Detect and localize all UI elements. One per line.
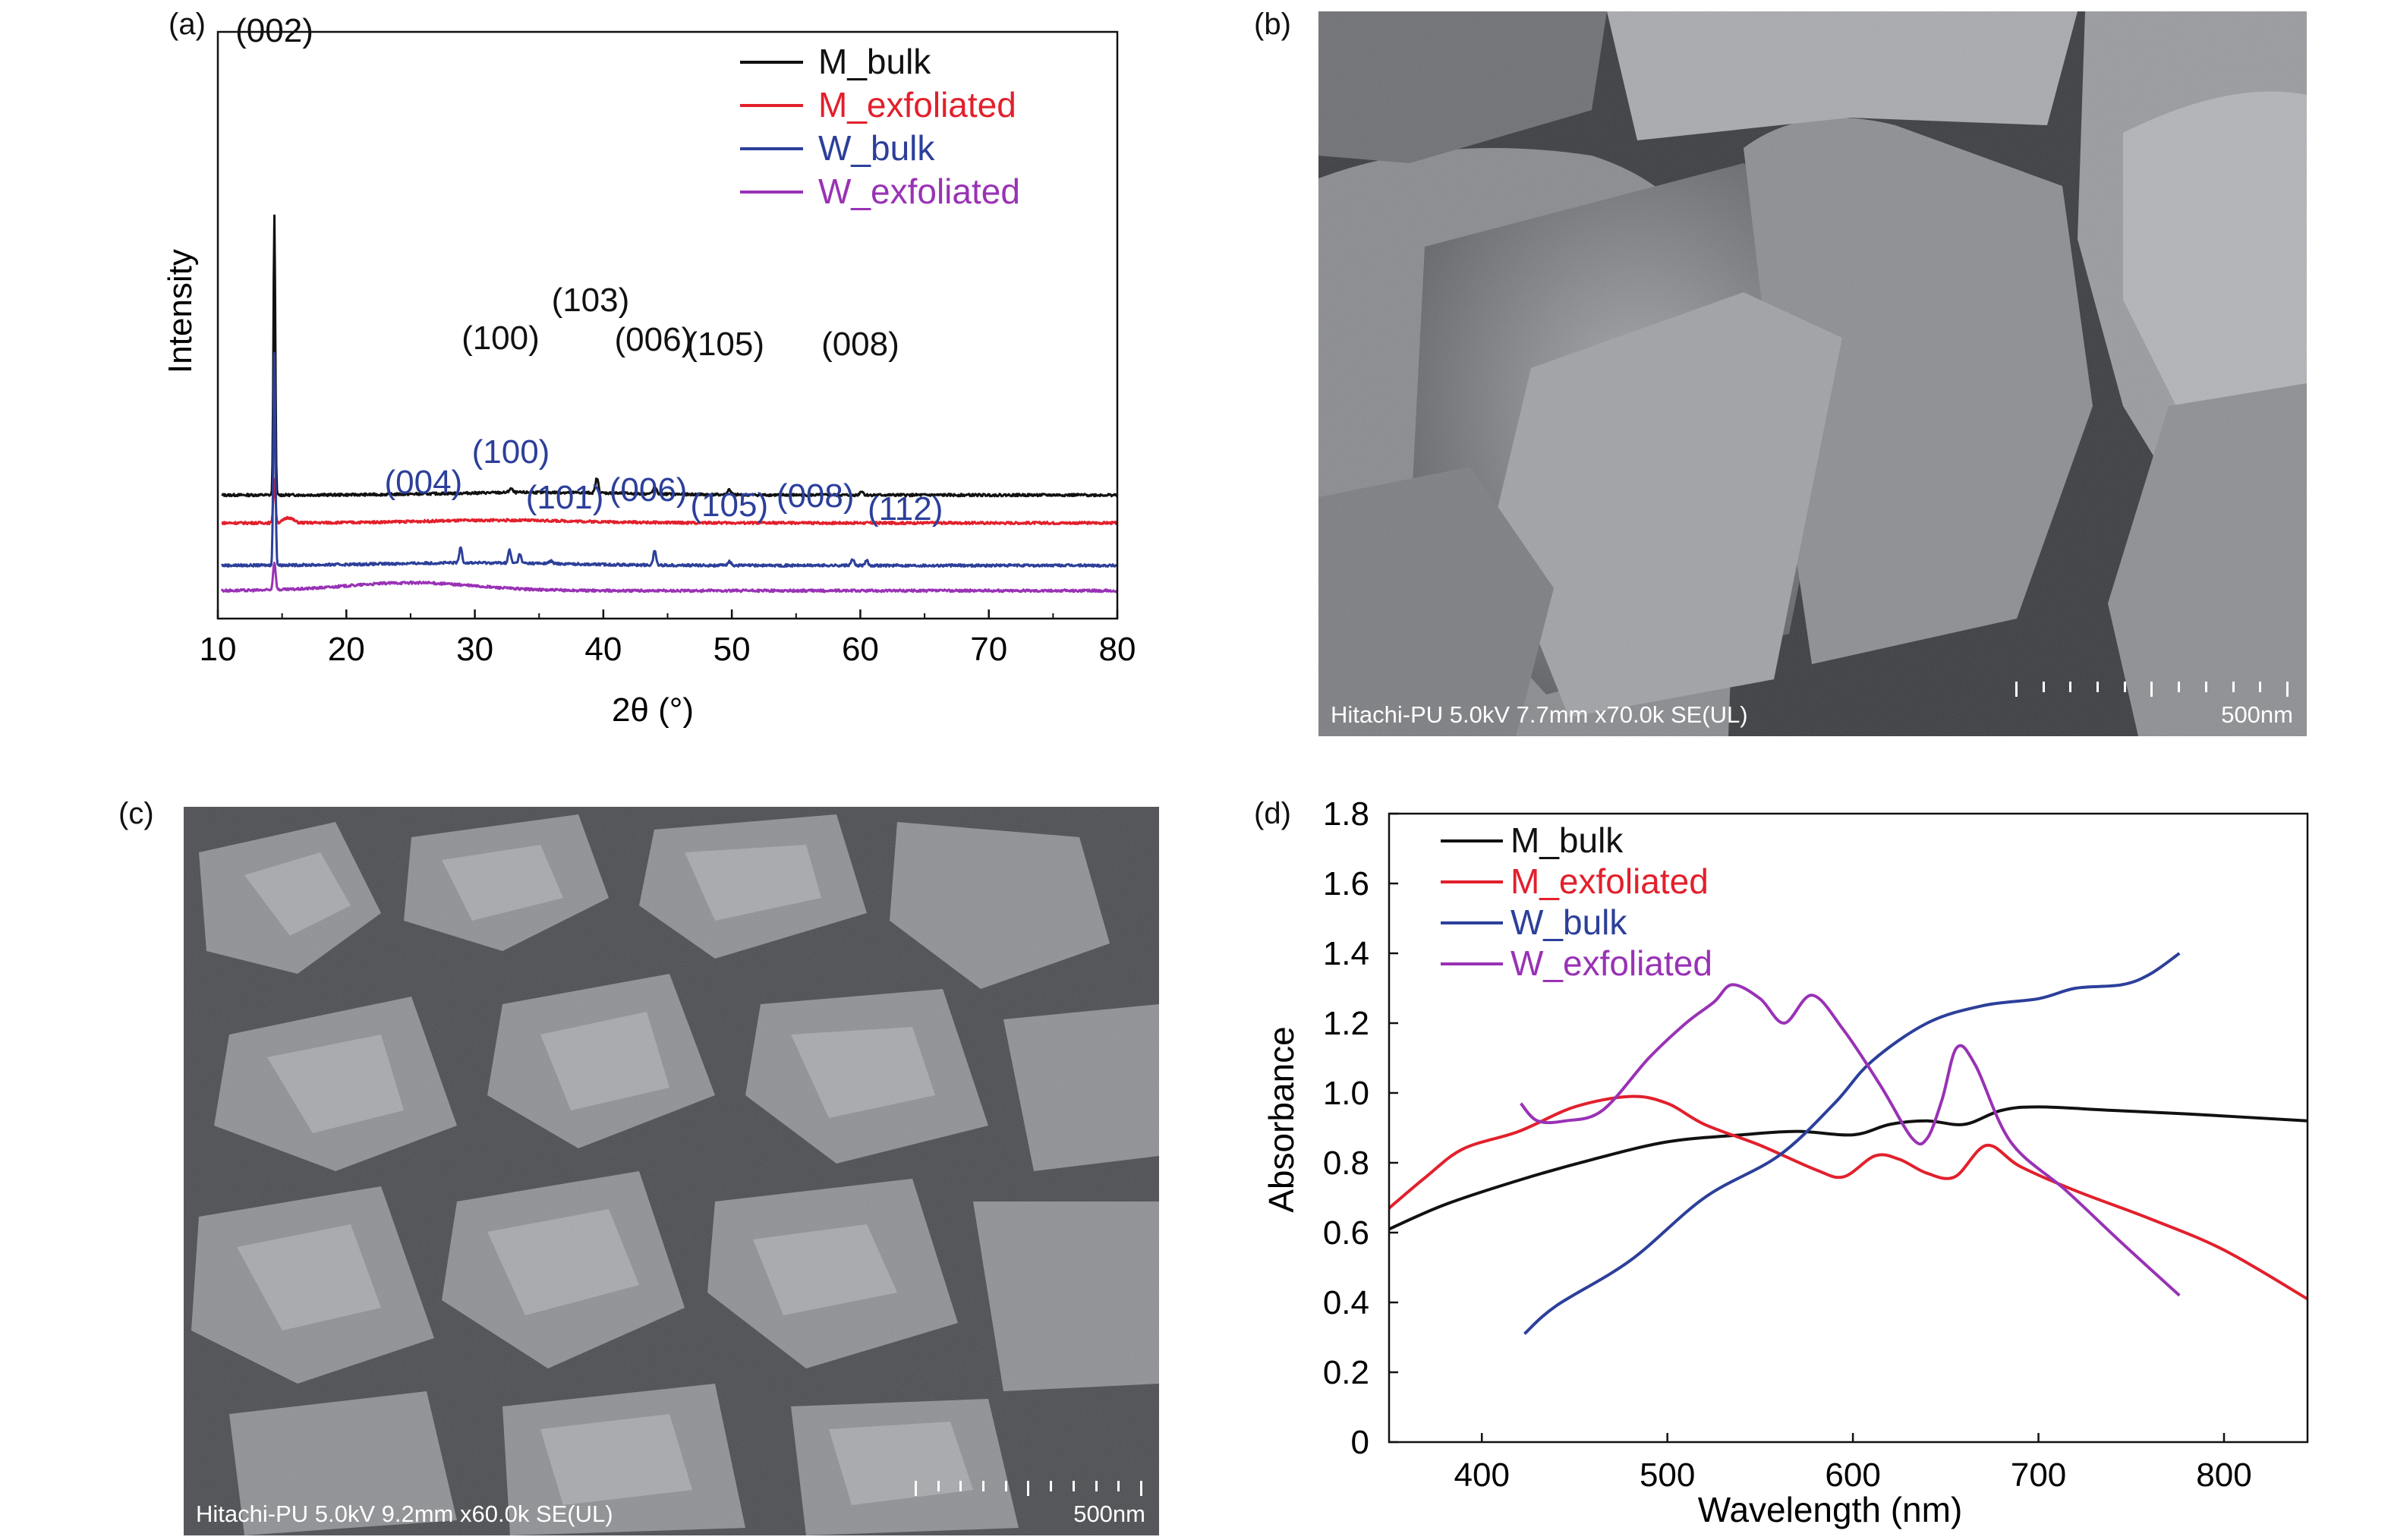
xrd-peak-label-100: (100) (462, 320, 540, 357)
sem-scale-label-b: 500nm (2221, 701, 2293, 728)
absorbance-y-tick-label: 0.8 (1323, 1145, 1369, 1182)
absorbance-y-tick-label: 0.2 (1323, 1354, 1369, 1391)
xrd-x-tick-label: 50 (714, 631, 751, 668)
absorbance-legend-label-w-bulk: W_bulk (1511, 902, 1627, 942)
xrd-x-tick-label: 70 (970, 631, 1007, 668)
absorbance-y-axis-label: Absorbance (1262, 1026, 1301, 1213)
absorbance-legend-label-w-exfoliated: W_exfoliated (1511, 943, 1712, 983)
xrd-x-tick-label: 40 (584, 631, 622, 668)
xrd-w-peak-label-004: (004) (384, 464, 462, 501)
xrd-peak-label-008: (008) (821, 326, 899, 363)
absorbance-y-tick-label: 0 (1351, 1424, 1369, 1461)
panel-label-a: (a) (169, 8, 206, 41)
absorbance-x-tick-label: 500 (1640, 1457, 1695, 1494)
sem-image-c: Hitachi-PU 5.0kV 9.2mm x60.0k SE(UL) 500… (184, 807, 1159, 1535)
xrd-legend-label-m-bulk: M_bulk (818, 42, 931, 81)
xrd-peak-label-103: (103) (552, 282, 630, 319)
xrd-x-tick-label: 30 (456, 631, 493, 668)
xrd-chart: 10 20 30 40 50 60 70 80 (002)(100)(103)(006)(10… (162, 12, 1136, 729)
sem-image-b: Hitachi-PU 5.0kV 7.7mm x70.0k SE(UL) 500… (1318, 11, 2307, 736)
xrd-w-peak-label-101: (101) (526, 479, 604, 516)
sem-caption-b: Hitachi-PU 5.0kV 7.7mm x70.0k SE(UL) (1331, 701, 1748, 728)
xrd-x-tick-label: 10 (200, 631, 237, 668)
xrd-x-tick-label: 80 (1099, 631, 1136, 668)
xrd-series-m-exfoliated (221, 477, 1119, 526)
xrd-legend-label-m-exfoliated: M_exfoliated (818, 85, 1016, 124)
absorbance-chart: 400 500 600 700 800 0 0.2 0.4 0.6 0.8 1.0 1.2 1.4 1.6… (1262, 795, 2309, 1529)
sem-texture-b (1318, 11, 2307, 736)
absorbance-series-w-bulk (1523, 952, 2181, 1335)
absorbance-x-tick-label: 800 (2196, 1457, 2251, 1494)
sem-scale-bar-c (915, 1481, 1142, 1496)
absorbance-y-tick-label: 1.2 (1323, 1005, 1369, 1042)
xrd-series-w-exfoliated (220, 562, 1119, 594)
sem-scale-bar-b (2015, 682, 2289, 697)
xrd-y-axis-label: Intensity (162, 249, 199, 373)
panel-label-b: (b) (1254, 8, 1291, 41)
absorbance-y-tick-label: 1.4 (1323, 935, 1369, 972)
absorbance-plot-frame (1388, 812, 2309, 1444)
xrd-w-peak-label-105: (105) (690, 487, 768, 524)
xrd-legend-label-w-bulk: W_bulk (818, 128, 935, 168)
absorbance-x-axis-label: Wavelength (nm) (1698, 1490, 1963, 1529)
absorbance-series-m-exfoliated (1388, 1094, 2309, 1301)
xrd-peak-label-105: (105) (686, 326, 764, 363)
absorbance-y-tick-label: 1.6 (1323, 865, 1369, 902)
xrd-x-tick-label: 20 (328, 631, 365, 668)
absorbance-y-tick-label: 1.0 (1323, 1075, 1369, 1112)
absorbance-y-tick-label: 0.4 (1323, 1284, 1369, 1321)
sem-scale-label-c: 500nm (1073, 1501, 1145, 1527)
absorbance-x-tick-label: 700 (2011, 1457, 2066, 1494)
xrd-w-peak-label-008: (008) (777, 477, 855, 515)
xrd-w-peak-label-006: (006) (610, 471, 688, 509)
absorbance-series-w-exfoliated (1520, 983, 2181, 1297)
absorbance-y-tick-label: 1.8 (1323, 795, 1369, 833)
absorbance-y-tick-label: 0.6 (1323, 1214, 1369, 1252)
absorbance-x-tick-label: 600 (1825, 1457, 1880, 1494)
absorbance-legend-label-m-bulk: M_bulk (1511, 820, 1624, 860)
panel-label-d: (d) (1254, 797, 1291, 830)
xrd-x-axis-label: 2θ (°) (612, 691, 694, 729)
xrd-x-tick-label: 60 (842, 631, 879, 668)
absorbance-x-tick-label: 400 (1454, 1457, 1510, 1494)
xrd-series-m-bulk (221, 214, 1119, 498)
absorbance-legend-label-m-exfoliated: M_exfoliated (1511, 861, 1709, 901)
xrd-w-peak-label-100: (100) (472, 433, 550, 471)
absorbance-series-m-bulk (1388, 1105, 2308, 1231)
xrd-peak-label-002: (002) (235, 12, 313, 49)
sem-texture-c (184, 807, 1159, 1535)
xrd-peak-label-006: (006) (615, 321, 693, 358)
panel-label-c: (c) (118, 797, 154, 830)
xrd-w-peak-label-112: (112) (868, 490, 943, 528)
sem-caption-c: Hitachi-PU 5.0kV 9.2mm x60.0k SE(UL) (196, 1501, 613, 1527)
xrd-legend-label-w-exfoliated: W_exfoliated (818, 172, 1020, 211)
xrd-series-w-bulk (221, 351, 1118, 568)
